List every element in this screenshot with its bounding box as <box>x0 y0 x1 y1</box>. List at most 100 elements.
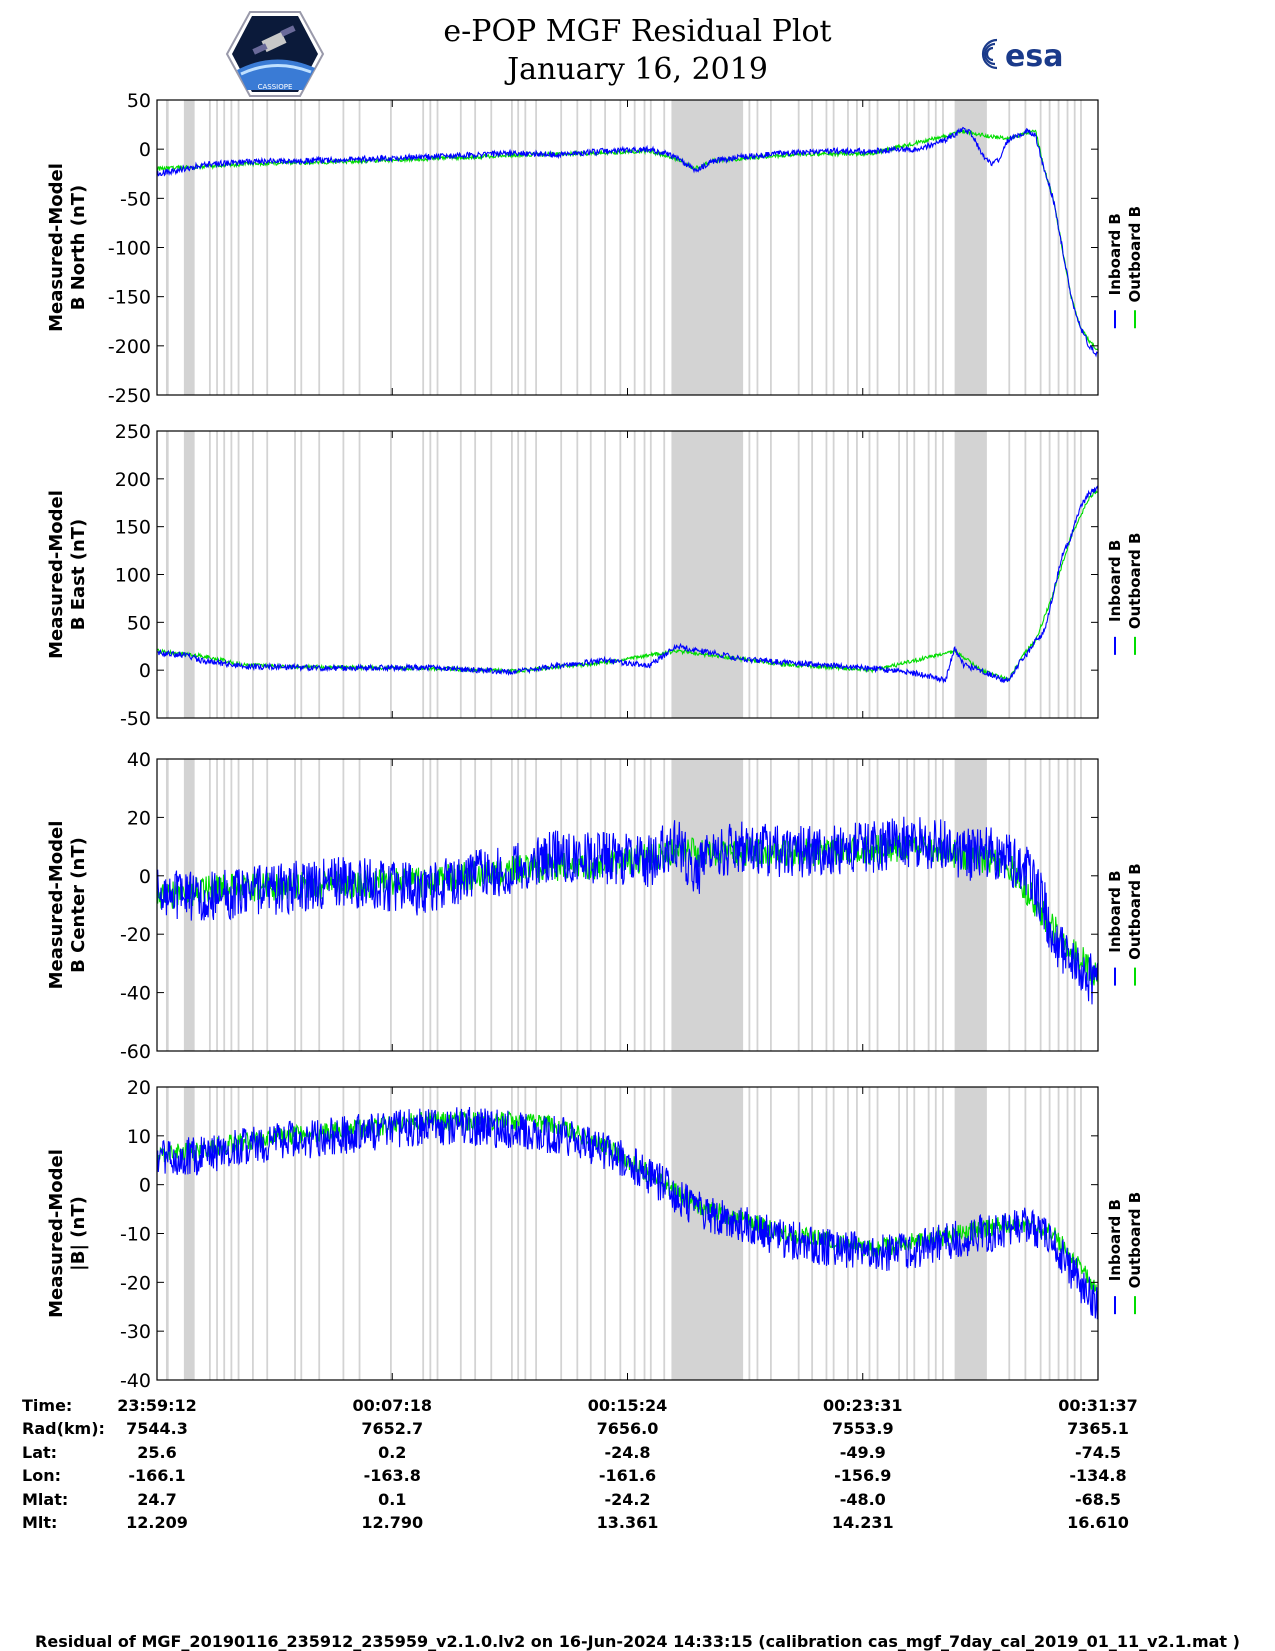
outboard-series-line <box>157 128 1098 351</box>
panel-magnitude: 20 10 0 -10 -20 -30 -40 Measured-Model |B| (nT) I… <box>46 1077 1144 1392</box>
shaded-interval <box>671 100 744 395</box>
shaded-interval <box>906 1087 909 1380</box>
shaded-interval <box>230 1087 233 1380</box>
table-cell: 00:07:18 <box>352 1396 433 1415</box>
shaded-interval <box>342 100 345 395</box>
table-cell: -24.2 <box>604 1490 651 1509</box>
shaded-interval <box>266 100 269 395</box>
shaded-interval <box>934 431 937 718</box>
y-tick-label: 0 <box>139 1175 151 1197</box>
shaded-interval <box>604 1087 606 1380</box>
shaded-interval <box>390 431 392 718</box>
shaded-interval <box>643 1087 646 1380</box>
shaded-interval <box>524 1087 527 1380</box>
y-tick-label: 50 <box>127 90 151 112</box>
y-tick-label: 0 <box>139 660 151 682</box>
esa-logo: esa <box>981 38 1063 74</box>
y-axis-label: B North (nT) <box>68 185 89 311</box>
shaded-interval <box>183 100 195 395</box>
shaded-interval <box>1024 759 1027 1051</box>
shaded-interval <box>165 431 169 718</box>
shaded-interval <box>294 431 296 718</box>
y-tick-label: 150 <box>115 517 151 539</box>
shaded-interval <box>216 100 218 395</box>
table-cell: 24.7 <box>137 1490 177 1509</box>
table-cell: -161.6 <box>598 1466 657 1485</box>
shaded-interval <box>954 100 987 395</box>
shaded-interval <box>1039 100 1042 395</box>
table-cell: -48.0 <box>839 1490 886 1509</box>
table-row-label: Time: <box>22 1396 73 1415</box>
shaded-interval <box>942 759 944 1051</box>
shaded-interval <box>560 100 563 395</box>
table-cell: 7544.3 <box>126 1419 188 1438</box>
table-cell: -156.9 <box>834 1466 892 1485</box>
esa-logo-text: esa <box>1005 39 1063 74</box>
shaded-interval <box>643 431 646 718</box>
shaded-interval <box>619 1087 622 1380</box>
shaded-interval <box>942 100 944 395</box>
shaded-interval <box>429 100 432 395</box>
shaded-interval <box>208 100 211 395</box>
shaded-interval <box>604 100 606 395</box>
shaded-interval <box>876 1087 879 1380</box>
shaded-interval <box>832 1087 835 1380</box>
shaded-interval <box>1073 100 1076 395</box>
shaded-interval <box>898 100 900 395</box>
shaded-interval <box>474 1087 477 1380</box>
shaded-interval <box>748 431 751 718</box>
shaded-interval <box>560 1087 563 1380</box>
shaded-interval <box>576 759 579 1051</box>
shaded-interval <box>811 759 814 1051</box>
shaded-interval <box>294 100 296 395</box>
shaded-interval <box>856 1087 858 1380</box>
shaded-interval <box>589 431 592 718</box>
chart-subtitle: January 16, 2019 <box>507 52 768 87</box>
shaded-interval <box>825 100 828 395</box>
table-cell: -49.9 <box>839 1443 886 1462</box>
table-cell: 00:23:31 <box>822 1396 903 1415</box>
shaded-interval <box>1066 759 1069 1051</box>
inboard-series-line <box>157 126 1098 358</box>
shaded-interval <box>589 759 592 1051</box>
shaded-interval <box>1008 100 1011 395</box>
shaded-interval <box>422 100 425 395</box>
shaded-interval <box>868 100 871 395</box>
table-cell: 00:31:37 <box>1058 1396 1138 1415</box>
shaded-interval <box>436 100 439 395</box>
shaded-interval <box>429 759 432 1051</box>
shaded-interval <box>934 100 937 395</box>
y-tick-label: -10 <box>120 1224 151 1246</box>
shaded-interval <box>165 1087 169 1380</box>
y-tick-label: -40 <box>120 983 151 1005</box>
shaded-interval <box>604 431 606 718</box>
shaded-interval <box>216 1087 218 1380</box>
shaded-interval <box>1066 100 1069 395</box>
shaded-interval <box>358 100 361 395</box>
y-tick-label: -50 <box>120 708 151 730</box>
shaded-interval <box>266 1087 269 1380</box>
footer-caption: Residual of MGF_20190116_235912_235959_v… <box>35 1632 1240 1651</box>
shaded-interval <box>183 431 195 718</box>
shaded-interval <box>769 759 772 1051</box>
shaded-interval <box>847 100 849 395</box>
shaded-interval <box>251 1087 254 1380</box>
shaded-interval <box>954 431 987 718</box>
shaded-interval <box>1057 100 1060 395</box>
shaded-interval <box>643 759 646 1051</box>
shaded-interval <box>490 100 493 395</box>
table-row-label: Mlt: <box>22 1513 58 1532</box>
shaded-interval <box>898 759 900 1051</box>
table-cell: 7656.0 <box>596 1419 659 1438</box>
inboard-series-line <box>157 1106 1098 1320</box>
shaded-interval <box>230 100 233 395</box>
shaded-interval <box>560 759 563 1051</box>
table-row-label: Lat: <box>22 1443 58 1462</box>
shaded-interval <box>535 1087 537 1380</box>
shaded-interval <box>429 1087 432 1380</box>
shaded-interval <box>490 759 493 1051</box>
shaded-interval <box>811 1087 814 1380</box>
shaded-interval <box>510 431 513 718</box>
legend-label: Inboard B <box>1106 540 1124 622</box>
